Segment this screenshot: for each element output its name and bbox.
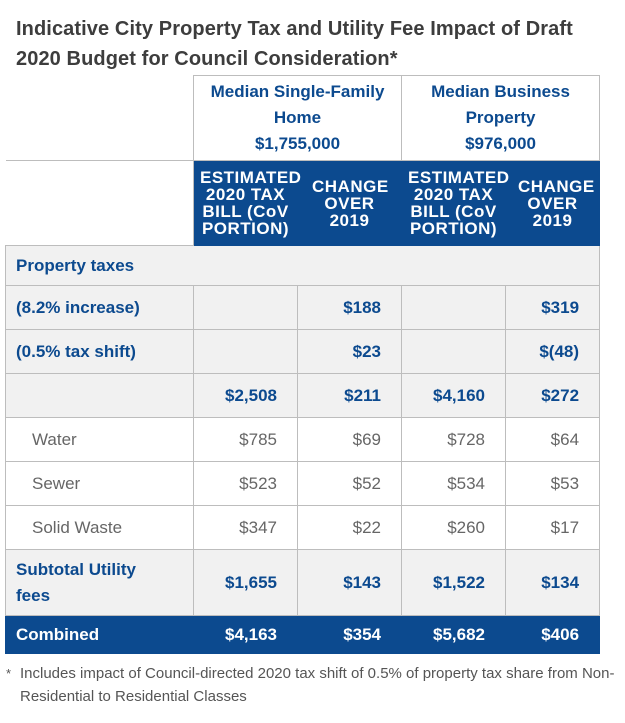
table-row: (8.2% increase) $188 $319 [5, 285, 601, 330]
business-estimated-bill-header: ESTIMATED 2020 TAX BILL (CoV PORTION) [401, 160, 509, 246]
increase-home-change: $188 [296, 285, 403, 330]
water-home-bill: $785 [193, 417, 298, 462]
total-label [5, 373, 194, 418]
total-home-bill: $2,508 [193, 373, 298, 418]
property-taxes-label: Property taxes [4, 245, 601, 286]
combined-label: Combined [5, 615, 194, 654]
home-change-header: CHANGE OVER 2019 [296, 160, 403, 246]
sewer-home-change: $52 [296, 461, 403, 506]
solid-waste-business-bill: $260 [401, 505, 507, 550]
footnote-text: Includes impact of Council-directed 2020… [20, 665, 615, 705]
sewer-business-bill: $534 [401, 461, 507, 506]
table-row: Property taxes [4, 245, 601, 286]
water-business-bill: $728 [401, 417, 507, 462]
solid-waste-home-bill: $347 [193, 505, 298, 550]
table-row: Water $785 $69 $728 $64 [5, 417, 601, 462]
business-column-header: Median Business Property $976,000 [401, 75, 601, 161]
combined-business-bill: $5,682 [401, 615, 507, 654]
shift-home-change: $23 [296, 329, 403, 374]
subheader-blank [5, 160, 194, 246]
combined-row: Combined $4,163 $354 $5,682 $406 [5, 615, 601, 654]
business-value: $976,000 [465, 134, 536, 153]
total-home-change: $211 [296, 373, 403, 418]
business-label: Median Business Property [431, 82, 570, 127]
footnote-marker: * [6, 666, 12, 681]
total-business-bill: $4,160 [401, 373, 507, 418]
increase-home-bill [193, 285, 298, 330]
sewer-label: Sewer [5, 461, 194, 506]
home-column-header: Median Single-Family Home $1,755,000 [192, 75, 403, 161]
home-estimated-bill-header: ESTIMATED 2020 TAX BILL (CoV PORTION) [193, 160, 301, 246]
subtotal-home-bill: $1,655 [193, 549, 298, 616]
subtotal-business-bill: $1,522 [401, 549, 507, 616]
combined-home-bill: $4,163 [193, 615, 298, 654]
shift-business-change: $(48) [505, 329, 601, 374]
corner-blank [5, 75, 194, 161]
document-title: Indicative City Property Tax and Utility… [16, 18, 573, 70]
home-value: $1,755,000 [254, 134, 341, 153]
solid-waste-home-change: $22 [296, 505, 403, 550]
table-row: Solid Waste $347 $22 $260 $17 [5, 505, 601, 550]
footnote: * Includes impact of Council-directed 202… [6, 662, 618, 708]
table-row: Subtotal Utility fees $1,655 $143 $1,522… [5, 549, 601, 616]
solid-waste-label: Solid Waste [5, 505, 194, 550]
sewer-business-change: $53 [505, 461, 601, 506]
combined-business-change: $406 [505, 615, 601, 654]
subtotal-label: Subtotal Utility fees [5, 549, 194, 616]
increase-business-bill [401, 285, 507, 330]
increase-business-change: $319 [505, 285, 601, 330]
water-home-change: $69 [296, 417, 403, 462]
table-row: $2,508 $211 $4,160 $272 [5, 373, 601, 418]
shift-label: (0.5% tax shift) [5, 329, 194, 374]
water-business-change: $64 [505, 417, 601, 462]
subtotal-business-change: $134 [505, 549, 601, 616]
table-row: (0.5% tax shift) $23 $(48) [5, 329, 601, 374]
home-label: Median Single-Family Home [210, 82, 385, 127]
tax-impact-table: Median Single-Family Home $1,755,000 Med… [4, 75, 601, 654]
total-business-change: $272 [505, 373, 601, 418]
increase-label: (8.2% increase) [5, 285, 194, 330]
shift-business-bill [401, 329, 507, 374]
sewer-home-bill: $523 [193, 461, 298, 506]
combined-home-change: $354 [296, 615, 403, 654]
business-change-header: CHANGE OVER 2019 [505, 160, 601, 246]
shift-home-bill [193, 329, 298, 374]
subheader-row: ESTIMATED 2020 TAX BILL (CoV PORTION) CH… [5, 160, 601, 246]
group-header-row: Median Single-Family Home $1,755,000 Med… [5, 75, 601, 161]
subtotal-home-change: $143 [296, 549, 403, 616]
water-label: Water [5, 417, 194, 462]
solid-waste-business-change: $17 [505, 505, 601, 550]
table-row: Sewer $523 $52 $534 $53 [5, 461, 601, 506]
